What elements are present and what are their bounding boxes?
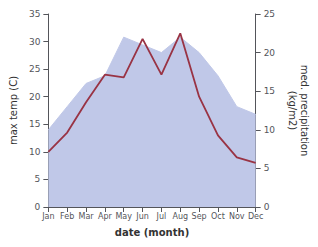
- svg-text:0: 0: [264, 202, 270, 212]
- svg-text:Apr: Apr: [98, 212, 113, 221]
- svg-text:Mar: Mar: [78, 212, 94, 221]
- svg-text:Feb: Feb: [60, 212, 74, 221]
- svg-text:15: 15: [264, 86, 275, 96]
- svg-text:Jul: Jul: [156, 212, 167, 221]
- svg-text:max temp (C): max temp (C): [8, 76, 19, 145]
- svg-text:Nov: Nov: [229, 212, 245, 221]
- svg-text:15: 15: [29, 119, 40, 129]
- svg-text:Jan: Jan: [41, 212, 54, 221]
- svg-text:5: 5: [264, 163, 270, 173]
- svg-text:20: 20: [29, 92, 41, 102]
- svg-text:(kg/m2): (kg/m2): [287, 91, 298, 131]
- svg-text:Aug: Aug: [172, 212, 188, 221]
- svg-text:25: 25: [264, 9, 275, 19]
- svg-text:Sep: Sep: [192, 212, 207, 221]
- svg-text:10: 10: [264, 125, 276, 135]
- svg-text:20: 20: [264, 48, 276, 58]
- svg-text:10: 10: [29, 147, 41, 157]
- svg-text:May: May: [115, 212, 132, 221]
- svg-text:med. precipitation: med. precipitation: [299, 65, 310, 157]
- svg-text:35: 35: [29, 9, 40, 19]
- svg-text:date (month): date (month): [115, 227, 189, 238]
- svg-text:Oct: Oct: [211, 212, 225, 221]
- svg-text:Jun: Jun: [135, 212, 149, 221]
- svg-text:Dec: Dec: [248, 212, 263, 221]
- svg-text:30: 30: [29, 37, 41, 47]
- svg-text:5: 5: [35, 174, 41, 184]
- svg-text:25: 25: [29, 64, 40, 74]
- svg-text:0: 0: [35, 202, 41, 212]
